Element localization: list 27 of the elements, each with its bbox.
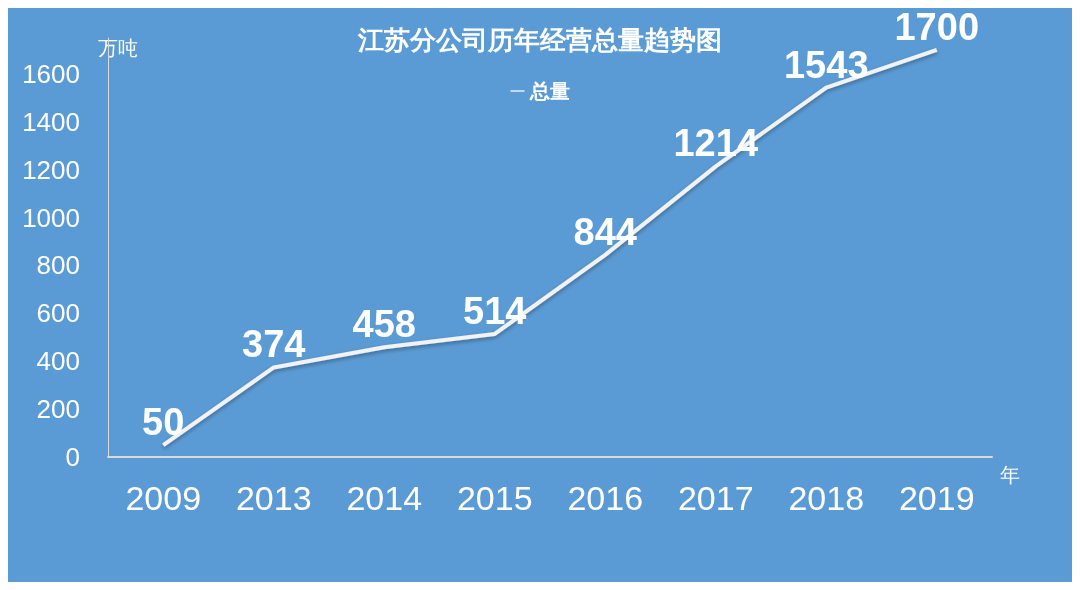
x-tick-label: 2014 xyxy=(346,479,423,517)
data-label: 1543 xyxy=(783,43,869,86)
y-tick-label: 0 xyxy=(65,442,80,472)
y-tick-label: 1400 xyxy=(22,106,80,137)
y-tick-label: 1000 xyxy=(22,202,80,233)
y-tick-label: 200 xyxy=(36,394,80,425)
x-tick-label: 2009 xyxy=(125,479,202,517)
data-label: 50 xyxy=(142,401,185,444)
x-axis-title: 年 xyxy=(1000,464,1020,486)
x-tick-label: 2015 xyxy=(456,479,533,517)
x-tick-label: 2017 xyxy=(677,479,754,517)
data-label: 458 xyxy=(352,303,416,346)
y-tick-label: 1600 xyxy=(22,58,80,89)
data-label: 844 xyxy=(573,210,637,253)
x-tick-label: 2019 xyxy=(898,479,975,517)
x-tick-label: 2018 xyxy=(788,479,865,517)
x-tick-label: 2013 xyxy=(235,479,312,517)
data-label: 1700 xyxy=(894,5,980,48)
y-tick-label: 800 xyxy=(36,250,80,281)
data-label: 514 xyxy=(463,289,527,332)
x-tick-label: 2016 xyxy=(567,479,644,517)
y-tick-label: 600 xyxy=(36,298,80,329)
legend-label: 总量 xyxy=(528,79,570,103)
chart-title: 江苏分公司历年经营总量趋势图 xyxy=(357,25,722,55)
y-tick-label: 1200 xyxy=(22,154,80,185)
data-label: 374 xyxy=(242,323,306,366)
y-tick-label: 400 xyxy=(36,346,80,377)
